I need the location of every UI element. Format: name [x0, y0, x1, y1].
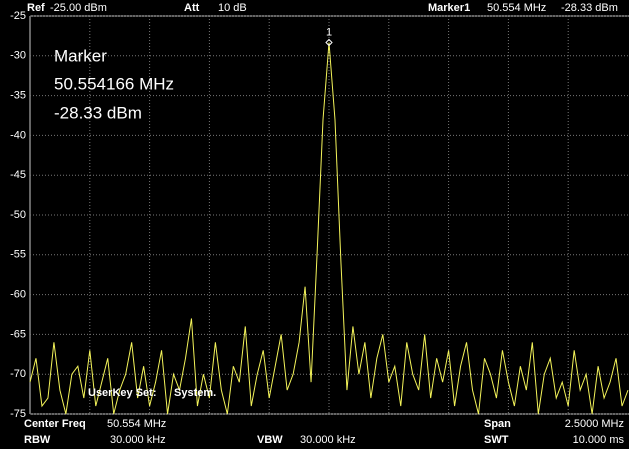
- y-tick-label: -25: [10, 10, 26, 22]
- marker-box-title: Marker: [54, 46, 107, 65]
- marker-level: -28.33 dBm: [561, 2, 618, 14]
- marker-freq: 50.554 MHz: [487, 2, 546, 14]
- y-tick-label: -55: [10, 249, 26, 261]
- trace: [29, 42, 629, 415]
- center-value: 50.554 MHz: [107, 418, 166, 430]
- y-tick-label: -35: [10, 90, 26, 102]
- swt-label: SWT: [484, 434, 509, 446]
- swt-value: 10.000 ms: [573, 434, 625, 446]
- y-tick-label: -50: [10, 209, 26, 221]
- userkey-value: System.: [174, 387, 216, 399]
- marker-box-level: -28.33 dBm: [54, 103, 142, 122]
- vbw-label: VBW: [257, 434, 283, 446]
- ref-value: -25.00 dBm: [50, 2, 107, 14]
- y-tick-label: -40: [10, 129, 26, 141]
- y-tick-label: -60: [10, 289, 26, 301]
- y-tick-label: -70: [10, 368, 26, 380]
- marker-number: 1: [326, 26, 332, 38]
- rbw-value: 30.000 kHz: [110, 434, 166, 446]
- y-tick-label: -45: [10, 169, 26, 181]
- span-value: 2.5000 MHz: [565, 418, 624, 430]
- vbw-value: 30.000 kHz: [300, 434, 356, 446]
- y-tick-label: -75: [10, 408, 26, 420]
- ref-label: Ref: [27, 2, 45, 14]
- marker-label: Marker1: [428, 2, 470, 14]
- att-value: 10 dB: [218, 2, 247, 14]
- marker-point: [325, 38, 333, 47]
- plot: -25 -30 -35 -40 -45 -50 -55 -60 -65 -70 -75 1: [10, 10, 629, 420]
- y-tick-label: -30: [10, 50, 26, 62]
- userkey-label: UserKey Set:: [88, 387, 156, 399]
- center-label: Center Freq: [24, 418, 86, 430]
- marker-box-freq: 50.554166 MHz: [54, 74, 174, 93]
- span-label: Span: [484, 418, 511, 430]
- y-tick-label: -65: [10, 328, 26, 340]
- att-label: Att: [184, 2, 200, 14]
- rbw-label: RBW: [24, 434, 51, 446]
